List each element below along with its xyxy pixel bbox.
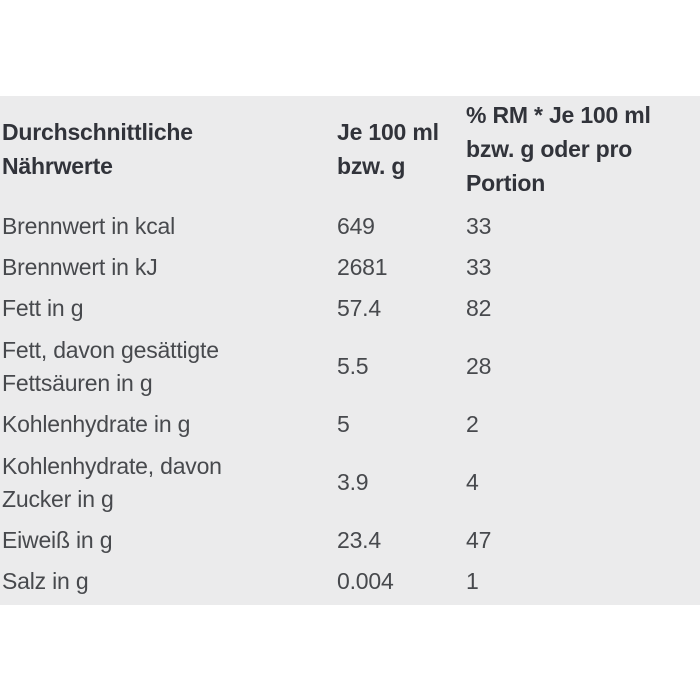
table-row: Kohlenhydrate, davon Zucker in g 3.9 4 xyxy=(0,445,700,520)
table-row: Brennwert in kcal 649 33 xyxy=(0,206,700,247)
value-rm-percent: 28 xyxy=(466,353,492,379)
nutrient-label: Eiweiß in g xyxy=(2,527,113,553)
nutrient-label: Brennwert in kcal xyxy=(2,213,176,239)
value-rm-percent: 33 xyxy=(466,213,492,239)
value-per-100: 3.9 xyxy=(337,469,369,495)
table-row: Kohlenhydrate in g 5 2 xyxy=(0,404,700,445)
table-row: Eiweiß in g 23.4 47 xyxy=(0,520,700,561)
nutrient-label: Brennwert in kJ xyxy=(2,254,158,280)
table-row: Fett in g 57.4 82 xyxy=(0,288,700,329)
value-rm-percent: 2 xyxy=(466,411,479,437)
value-rm-percent: 33 xyxy=(466,254,492,280)
table-row: Fett, davon gesättigte Fettsäuren in g 5… xyxy=(0,329,700,404)
value-per-100: 23.4 xyxy=(337,527,381,553)
column-header-rm-percent: % RM * Je 100 ml bzw. g oder pro Portion xyxy=(466,102,651,196)
value-per-100: 649 xyxy=(337,213,375,239)
value-rm-percent: 82 xyxy=(466,295,492,321)
column-header-per-100: Je 100 ml bzw. g xyxy=(337,119,439,179)
value-per-100: 5 xyxy=(337,411,350,437)
table-header-row: Durchschnittliche Nährwerte Je 100 ml bz… xyxy=(0,96,700,206)
table-row: Brennwert in kJ 2681 33 xyxy=(0,247,700,288)
table-row: Salz in g 0.004 1 xyxy=(0,561,700,602)
column-header-nutrients: Durchschnittliche Nährwerte xyxy=(2,119,193,179)
nutrient-label: Kohlenhydrate in g xyxy=(2,411,191,437)
nutrition-table: Durchschnittliche Nährwerte Je 100 ml bz… xyxy=(0,96,700,602)
nutrient-label: Kohlenhydrate, davon Zucker in g xyxy=(2,452,222,512)
value-per-100: 57.4 xyxy=(337,295,381,321)
nutrient-label: Salz in g xyxy=(2,568,89,594)
value-per-100: 0.004 xyxy=(337,568,394,594)
value-rm-percent: 1 xyxy=(466,568,479,594)
value-per-100: 2681 xyxy=(337,254,388,280)
nutrient-label: Fett, davon gesättigte Fettsäuren in g xyxy=(2,336,219,396)
nutrition-facts-panel: Durchschnittliche Nährwerte Je 100 ml bz… xyxy=(0,96,700,605)
value-per-100: 5.5 xyxy=(337,353,369,379)
value-rm-percent: 47 xyxy=(466,527,492,553)
value-rm-percent: 4 xyxy=(466,469,479,495)
nutrient-label: Fett in g xyxy=(2,295,84,321)
